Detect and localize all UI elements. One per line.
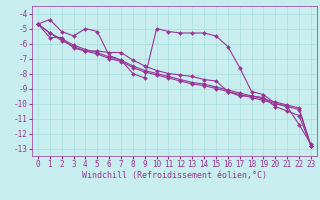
X-axis label: Windchill (Refroidissement éolien,°C): Windchill (Refroidissement éolien,°C) [82, 171, 267, 180]
